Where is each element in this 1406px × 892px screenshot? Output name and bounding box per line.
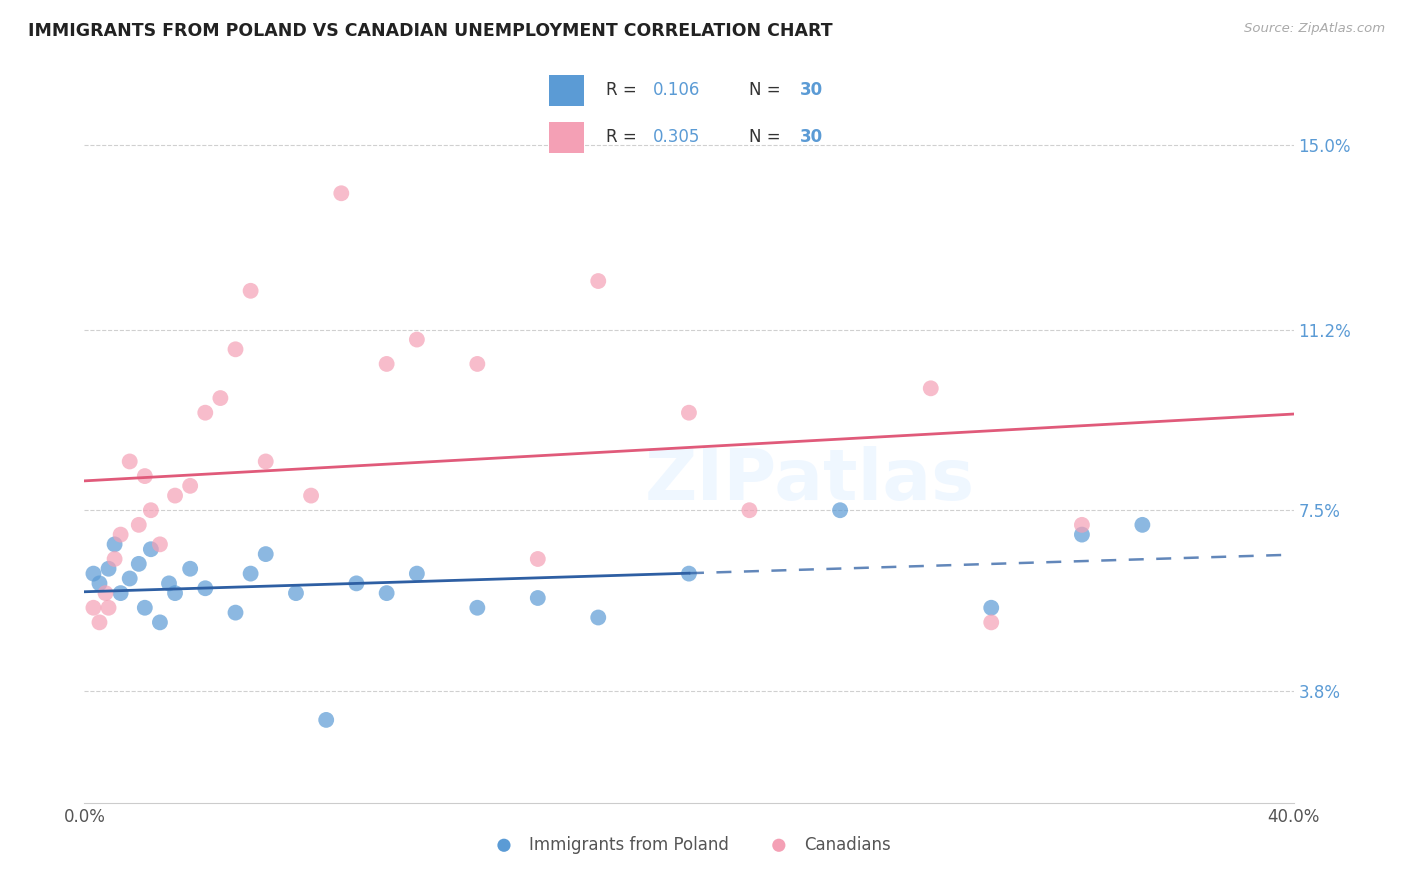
Point bbox=[82, 600, 104, 615]
Point bbox=[110, 527, 132, 541]
Point bbox=[980, 600, 1002, 615]
Point bbox=[920, 381, 942, 395]
Point bbox=[239, 284, 262, 298]
Point bbox=[89, 615, 111, 630]
Point bbox=[225, 606, 247, 620]
Text: N =: N = bbox=[749, 81, 786, 99]
Point bbox=[118, 572, 141, 586]
Point bbox=[82, 566, 104, 581]
Point bbox=[346, 576, 368, 591]
Point bbox=[1132, 517, 1154, 532]
Point bbox=[467, 600, 489, 615]
Point bbox=[830, 503, 852, 517]
Point bbox=[406, 333, 429, 347]
Point bbox=[209, 391, 232, 405]
Text: 0.305: 0.305 bbox=[652, 128, 700, 146]
Point bbox=[1071, 517, 1094, 532]
Point bbox=[194, 581, 217, 595]
Point bbox=[97, 600, 120, 615]
Point bbox=[375, 357, 398, 371]
Point bbox=[104, 537, 127, 551]
Point bbox=[134, 600, 156, 615]
Point bbox=[89, 576, 111, 591]
Point bbox=[467, 357, 489, 371]
Point bbox=[254, 454, 277, 468]
Text: ZIPatlas: ZIPatlas bbox=[645, 447, 974, 516]
Point bbox=[980, 615, 1002, 630]
Text: 0.106: 0.106 bbox=[652, 81, 700, 99]
Point bbox=[678, 566, 700, 581]
Bar bbox=[548, 122, 585, 153]
Point bbox=[588, 610, 610, 624]
Text: Source: ZipAtlas.com: Source: ZipAtlas.com bbox=[1244, 22, 1385, 36]
Point bbox=[315, 713, 337, 727]
Point bbox=[104, 552, 127, 566]
Point bbox=[375, 586, 398, 600]
Point bbox=[738, 503, 761, 517]
Point bbox=[299, 489, 322, 503]
Text: IMMIGRANTS FROM POLAND VS CANADIAN UNEMPLOYMENT CORRELATION CHART: IMMIGRANTS FROM POLAND VS CANADIAN UNEMP… bbox=[28, 22, 832, 40]
Bar bbox=[548, 75, 585, 105]
Text: 30: 30 bbox=[800, 128, 823, 146]
Point bbox=[527, 591, 550, 605]
Point bbox=[128, 557, 150, 571]
Point bbox=[97, 562, 120, 576]
Point bbox=[527, 552, 550, 566]
Legend: Immigrants from Poland, Canadians: Immigrants from Poland, Canadians bbox=[481, 829, 897, 860]
Point bbox=[194, 406, 217, 420]
Text: 30: 30 bbox=[800, 81, 823, 99]
Point bbox=[149, 537, 172, 551]
Point bbox=[285, 586, 308, 600]
Point bbox=[128, 517, 150, 532]
Point bbox=[239, 566, 262, 581]
Point bbox=[157, 576, 180, 591]
Point bbox=[94, 586, 117, 600]
Point bbox=[1071, 527, 1094, 541]
Point bbox=[134, 469, 156, 483]
Point bbox=[110, 586, 132, 600]
Text: N =: N = bbox=[749, 128, 786, 146]
Point bbox=[179, 479, 201, 493]
Text: R =: R = bbox=[606, 128, 643, 146]
Point bbox=[678, 406, 700, 420]
Point bbox=[149, 615, 172, 630]
Point bbox=[118, 454, 141, 468]
Point bbox=[165, 586, 187, 600]
Point bbox=[139, 542, 162, 557]
Point bbox=[588, 274, 610, 288]
Point bbox=[179, 562, 201, 576]
Point bbox=[139, 503, 162, 517]
Point bbox=[330, 186, 353, 201]
Point bbox=[225, 343, 247, 357]
Point bbox=[165, 489, 187, 503]
Point bbox=[254, 547, 277, 561]
Text: R =: R = bbox=[606, 81, 643, 99]
Point bbox=[406, 566, 429, 581]
